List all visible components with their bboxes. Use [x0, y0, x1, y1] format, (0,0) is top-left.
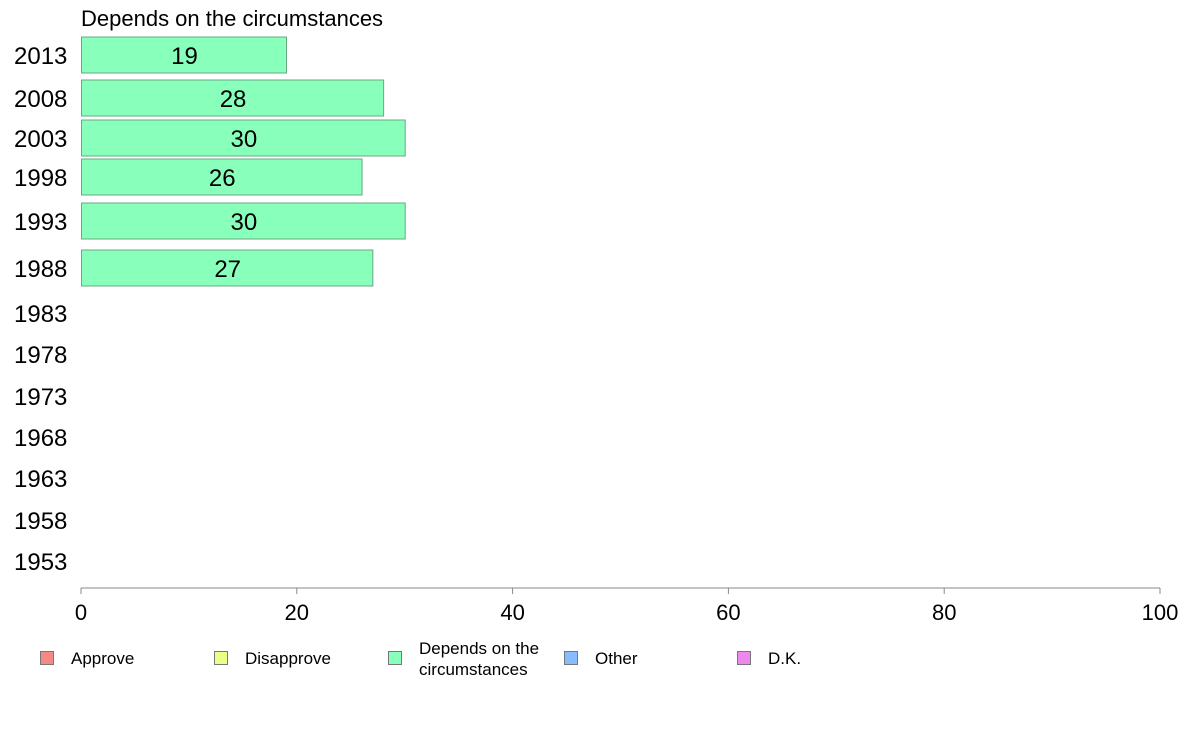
legend-swatch — [214, 651, 228, 665]
legend-swatch — [40, 651, 54, 665]
x-tick-label: 100 — [1142, 600, 1179, 625]
bar — [81, 119, 406, 157]
category-labels: 2013 2008 2003 1998 1993 1988 1983 1978 1973 1968… — [14, 43, 67, 576]
legend-item: Disapprove — [214, 638, 331, 669]
legend-swatch — [388, 651, 402, 665]
legend-label: Other — [595, 649, 638, 668]
category-label: 2008 — [14, 86, 67, 113]
bar-value-label: 19 — [171, 43, 198, 70]
category-label: 1963 — [14, 466, 67, 493]
x-axis: 0 20 40 60 80 100 — [75, 587, 1179, 625]
x-tick-label: 60 — [716, 600, 740, 625]
category-label: 1968 — [14, 425, 67, 452]
bar-value-label: 26 — [209, 165, 236, 192]
x-tick-label: 0 — [75, 600, 87, 625]
category-label: 1953 — [14, 549, 67, 576]
bar-value-label: 28 — [220, 86, 247, 113]
legend-swatch — [737, 651, 751, 665]
legend-label: Disapprove — [245, 649, 331, 668]
category-label: 1958 — [14, 508, 67, 535]
bar-value-label: 30 — [230, 126, 257, 153]
category-label: 1973 — [14, 384, 67, 411]
bar-value-label: 30 — [230, 209, 257, 236]
category-label: 2003 — [14, 126, 67, 153]
x-tick-label: 20 — [285, 600, 309, 625]
bar — [81, 249, 374, 287]
category-label: 1978 — [14, 342, 67, 369]
bar — [81, 79, 385, 117]
legend-label: Approve — [71, 649, 135, 668]
legend-label: D.K. — [768, 649, 802, 668]
legend-item: Depends on the circumstances — [388, 638, 559, 680]
category-label: 1983 — [14, 301, 67, 328]
legend: Approve Disapprove Depends on the circumst… — [0, 638, 1188, 698]
bar — [81, 36, 288, 74]
x-tick-label: 80 — [932, 600, 956, 625]
category-label: 2013 — [14, 43, 67, 70]
bar — [81, 202, 406, 240]
bar-value-label: 27 — [214, 256, 241, 283]
legend-item: D.K. — [737, 638, 801, 669]
legend-label: Depends on the circumstances — [419, 639, 540, 679]
legend-swatch — [564, 651, 578, 665]
category-label: 1993 — [14, 209, 67, 236]
legend-item: Approve — [40, 638, 134, 669]
category-label: 1988 — [14, 256, 67, 283]
chart-title: Depends on the circumstances — [81, 6, 383, 31]
category-label: 1998 — [14, 165, 67, 192]
bars-layer: 19 28 30 26 30 27 — [81, 36, 406, 287]
x-tick-label: 40 — [500, 600, 524, 625]
bar — [81, 158, 363, 196]
legend-item: Other — [564, 638, 638, 669]
